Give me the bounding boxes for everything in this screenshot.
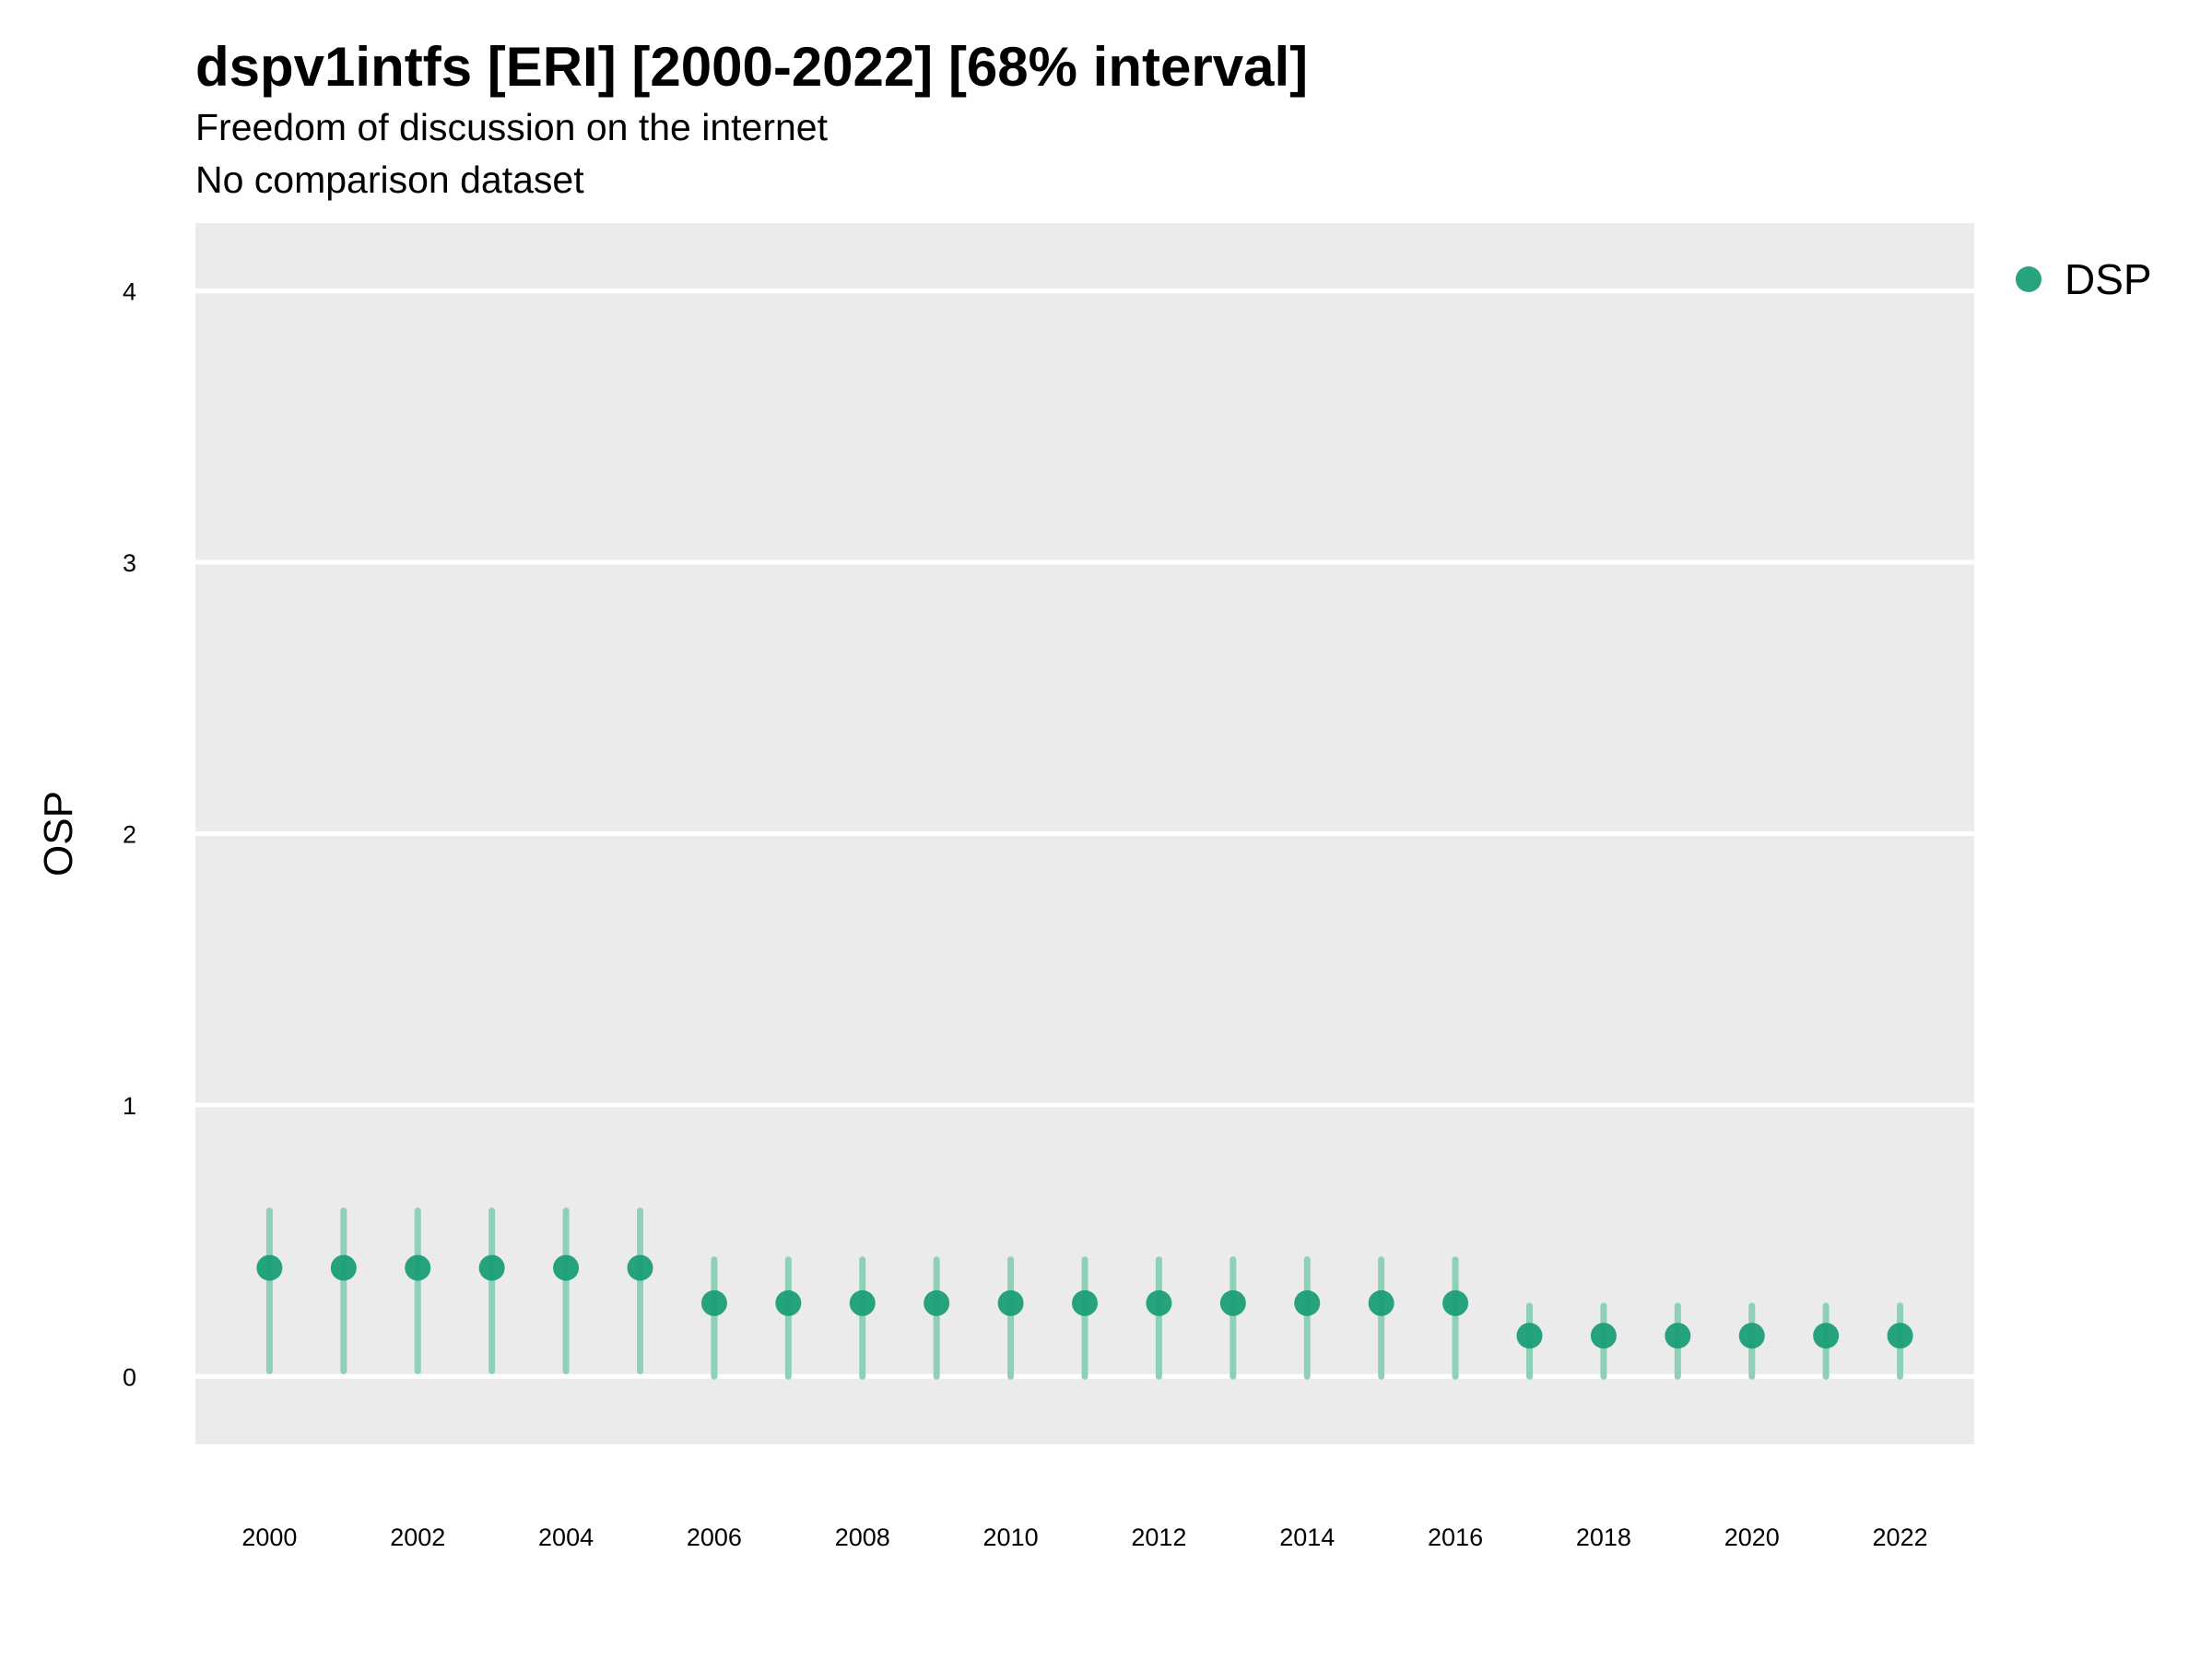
legend-key-icon: [2016, 266, 2041, 292]
x-tick-label: 2000: [241, 1524, 297, 1551]
data-point: [1813, 1323, 1840, 1349]
y-tick-label: 0: [123, 1363, 136, 1391]
y-tick-label: 3: [123, 549, 136, 577]
x-tick-label: 2010: [983, 1524, 1039, 1551]
data-point: [1665, 1323, 1691, 1349]
data-point: [700, 1289, 727, 1316]
x-tick-label: 2004: [538, 1524, 594, 1551]
x-tick-label: 2014: [1279, 1524, 1335, 1551]
data-point: [256, 1254, 283, 1281]
data-point: [1516, 1323, 1543, 1349]
data-point: [1590, 1323, 1617, 1349]
x-tick-label: 2008: [835, 1524, 890, 1551]
data-point: [553, 1254, 580, 1281]
data-point: [1219, 1289, 1246, 1316]
data-point: [1738, 1323, 1765, 1349]
y-tick-label: 4: [123, 278, 136, 306]
x-tick-label: 2002: [390, 1524, 445, 1551]
data-point: [478, 1254, 505, 1281]
legend-label: DSP: [2065, 255, 2152, 303]
chart-title: dspv1intfs [ERI] [2000-2022] [68% interv…: [195, 36, 1309, 98]
data-point: [627, 1254, 653, 1281]
x-tick-label: 2006: [687, 1524, 742, 1551]
data-point: [775, 1289, 802, 1316]
y-tick-label: 2: [123, 821, 136, 849]
chart-subtitle-comparison: No comparison dataset: [195, 159, 584, 201]
y-axis-label: OSP: [36, 791, 81, 877]
y-tick-label: 1: [123, 1092, 136, 1120]
data-point: [924, 1289, 950, 1316]
data-point: [1146, 1289, 1172, 1316]
data-point: [1294, 1289, 1321, 1316]
x-tick-label: 2020: [1724, 1524, 1780, 1551]
data-point: [1442, 1289, 1469, 1316]
data-point: [405, 1254, 431, 1281]
chart-subtitle: Freedom of discussion on the internet: [195, 106, 828, 148]
data-point: [1072, 1289, 1098, 1316]
data-point: [997, 1289, 1024, 1316]
data-point: [1368, 1289, 1394, 1316]
x-tick-label: 2012: [1131, 1524, 1186, 1551]
data-point: [849, 1289, 876, 1316]
x-tick-label: 2018: [1576, 1524, 1631, 1551]
data-point: [1887, 1323, 1913, 1349]
data-point: [330, 1254, 357, 1281]
x-tick-label: 2016: [1428, 1524, 1483, 1551]
x-tick-label: 2022: [1873, 1524, 1928, 1551]
